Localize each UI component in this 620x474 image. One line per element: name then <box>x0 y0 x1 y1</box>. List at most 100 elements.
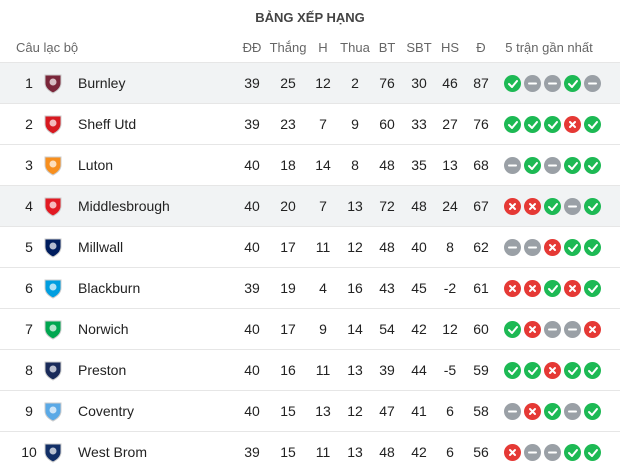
stat-value: 76 <box>379 75 395 91</box>
stat-header: Đ <box>476 40 486 55</box>
stat-value: 35 <box>411 157 427 173</box>
table-row: 5 Millwall 40 17 11 12 48 40 8 62 <box>0 226 620 267</box>
stat-value: 41 <box>411 403 427 419</box>
form-icon <box>544 280 561 297</box>
stat-value: 19 <box>280 280 296 296</box>
form-icon <box>504 362 521 379</box>
stat-value: 42 <box>411 444 427 460</box>
form-icon <box>544 198 561 215</box>
form-icon <box>544 444 561 461</box>
stat-value: -5 <box>443 362 457 378</box>
rank: 1 <box>25 75 33 91</box>
stat-value: 14 <box>347 321 363 337</box>
stat-value: 47 <box>379 403 395 419</box>
stat-value: 58 <box>473 403 489 419</box>
team-name: Coventry <box>78 403 135 419</box>
stat-value: 60 <box>473 321 489 337</box>
form-icon <box>504 444 521 461</box>
form-icon <box>504 321 521 338</box>
stat-value: 67 <box>473 198 489 214</box>
stat-value: 13 <box>442 157 458 173</box>
stat-value: 45 <box>411 280 427 296</box>
form-icon <box>544 321 561 338</box>
stat-value: 6 <box>446 444 454 460</box>
stat-value: 13 <box>347 444 363 460</box>
form-icon <box>584 75 601 92</box>
stat-value: 7 <box>319 198 327 214</box>
stat-value: 12 <box>347 239 363 255</box>
stat-value: 48 <box>379 444 395 460</box>
stat-header: BT <box>378 40 396 55</box>
form-icon <box>564 75 581 92</box>
table-row: 8 Preston 40 16 11 13 39 44 -5 59 <box>0 349 620 390</box>
stat-value: 40 <box>244 403 260 419</box>
form-icon <box>524 444 541 461</box>
club-logo <box>43 360 63 381</box>
form-icon <box>564 403 581 420</box>
team-name: Millwall <box>78 239 124 255</box>
stat-value: 17 <box>280 239 296 255</box>
form-icon <box>524 362 541 379</box>
club-logo <box>43 278 63 299</box>
stat-value: 9 <box>351 116 359 132</box>
team-name: Middlesbrough <box>78 198 170 214</box>
stat-value: 43 <box>379 280 395 296</box>
form-icon <box>564 198 581 215</box>
stat-value: 8 <box>351 157 359 173</box>
form-icon <box>544 157 561 174</box>
rank: 8 <box>25 362 33 378</box>
stat-value: 48 <box>379 239 395 255</box>
form-icon <box>564 116 581 133</box>
stat-value: 2 <box>351 75 359 91</box>
stat-value: 11 <box>315 444 331 460</box>
form-icon <box>584 116 601 133</box>
table-row: 7 Norwich 40 17 9 14 54 42 12 60 <box>0 308 620 349</box>
form-header: 5 trận gần nhất <box>505 40 593 55</box>
form-icon <box>584 198 601 215</box>
form-icon <box>544 403 561 420</box>
stat-value: 40 <box>244 362 260 378</box>
stat-value: -2 <box>443 280 457 296</box>
form-icon <box>524 403 541 420</box>
stat-value: 56 <box>473 444 489 460</box>
stat-header: SBT <box>406 40 432 55</box>
rank: 10 <box>21 444 37 460</box>
form-icon <box>544 239 561 256</box>
stat-value: 6 <box>446 403 454 419</box>
table-row: 1 Burnley 39 25 12 2 76 30 46 87 <box>0 62 620 103</box>
form-icon <box>584 157 601 174</box>
stat-header: Thua <box>340 40 370 55</box>
form-icon <box>504 239 521 256</box>
form-icon <box>524 321 541 338</box>
stat-value: 20 <box>280 198 296 214</box>
form-icon <box>544 362 561 379</box>
rank: 4 <box>25 198 33 214</box>
form-icon <box>504 75 521 92</box>
form-icon <box>524 280 541 297</box>
stat-value: 13 <box>315 403 331 419</box>
form-icon <box>564 444 581 461</box>
team-name: Norwich <box>78 321 129 337</box>
stat-header: HS <box>440 40 460 55</box>
form-icon <box>564 157 581 174</box>
team-name: Sheff Utd <box>78 116 137 132</box>
form-icon <box>544 116 561 133</box>
stat-value: 12 <box>442 321 458 337</box>
stat-value: 40 <box>244 157 260 173</box>
stat-value: 18 <box>280 157 296 173</box>
stat-value: 33 <box>411 116 427 132</box>
stat-value: 16 <box>280 362 296 378</box>
table-row: 10 West Brom 39 15 11 13 48 42 6 56 <box>0 431 620 472</box>
stat-value: 76 <box>473 116 489 132</box>
table-row: 3 Luton 40 18 14 8 48 35 13 68 <box>0 144 620 185</box>
form-icon <box>584 280 601 297</box>
team-name: Preston <box>78 362 127 378</box>
stat-value: 87 <box>473 75 489 91</box>
stat-header: ĐĐ <box>242 40 262 55</box>
table-row: 4 Middlesbrough 40 20 7 13 72 48 24 67 <box>0 185 620 226</box>
stat-header: Thắng <box>269 40 307 55</box>
club-logo <box>43 401 63 422</box>
stat-value: 62 <box>473 239 489 255</box>
form-icon <box>504 280 521 297</box>
stat-value: 48 <box>411 198 427 214</box>
